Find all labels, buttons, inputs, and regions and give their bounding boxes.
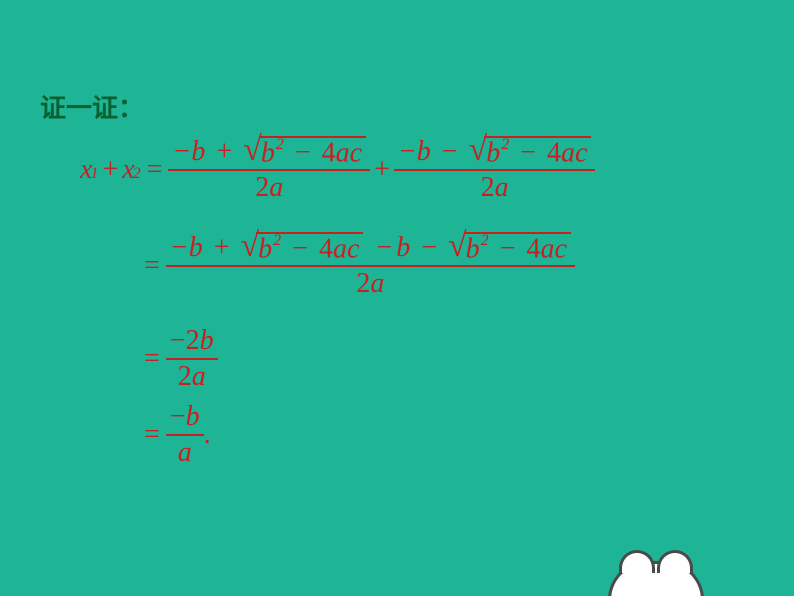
proof-header: 证一证： bbox=[40, 88, 144, 125]
radical-sign: √ bbox=[243, 136, 262, 164]
var-c: c bbox=[554, 233, 566, 264]
equals-sign: = bbox=[144, 250, 160, 282]
var-c: c bbox=[575, 137, 587, 168]
period: . bbox=[204, 419, 211, 451]
var-b: b bbox=[261, 137, 275, 168]
exponent-2: 2 bbox=[273, 232, 281, 249]
subscript-2: 2 bbox=[133, 165, 141, 183]
coef-4: 4 bbox=[547, 137, 561, 168]
var-a: a bbox=[333, 233, 347, 264]
var-b: b bbox=[417, 136, 431, 167]
var-a: a bbox=[540, 233, 554, 264]
var-a: a bbox=[178, 437, 192, 468]
var-a: a bbox=[370, 268, 384, 299]
minus-sign: − bbox=[442, 136, 458, 167]
fraction-term-1: −b + √ b2 − 4ac 2a bbox=[168, 135, 370, 205]
radical-sign: √ bbox=[241, 232, 260, 260]
var-b: b bbox=[396, 232, 410, 263]
var-a: a bbox=[561, 137, 575, 168]
radicand: b2 − 4ac bbox=[464, 232, 571, 265]
radical-sign: √ bbox=[448, 232, 467, 260]
var-b: b bbox=[200, 325, 214, 356]
plus-sign: + bbox=[216, 136, 232, 167]
radicand: b2 − 4ac bbox=[259, 136, 366, 169]
denominator: 2a bbox=[251, 171, 287, 205]
coef-2: 2 bbox=[481, 172, 495, 203]
coef-2: 2 bbox=[356, 268, 370, 299]
coef-4: 4 bbox=[322, 137, 336, 168]
neg-sign: − bbox=[172, 136, 191, 167]
fraction-term-2: −b − √ b2 − 4ac 2a bbox=[394, 135, 596, 205]
var-a: a bbox=[269, 172, 283, 203]
plus-sign: + bbox=[214, 232, 230, 263]
exponent-2: 2 bbox=[276, 136, 284, 153]
equation-line-2: = −b + √ b2 − 4ac −b − √ b2 bbox=[138, 226, 595, 306]
exponent-2: 2 bbox=[481, 232, 489, 249]
exponent-2: 2 bbox=[501, 136, 509, 153]
neg-sign: − bbox=[170, 232, 189, 263]
var-c: c bbox=[350, 137, 362, 168]
radicand: b2 − 4ac bbox=[256, 232, 363, 265]
fraction-simplified-1: −2b 2a bbox=[166, 324, 218, 393]
plus-sign: + bbox=[374, 154, 390, 186]
numerator: −b + √ b2 − 4ac bbox=[168, 135, 370, 171]
fraction-final: −b a bbox=[166, 400, 204, 469]
coef-2: 2 bbox=[178, 361, 192, 392]
var-a: a bbox=[495, 172, 509, 203]
equals-sign: = bbox=[144, 343, 160, 375]
denominator: 2a bbox=[352, 267, 388, 301]
equation-line-4: = −b a . bbox=[138, 400, 595, 470]
fraction-combined: −b + √ b2 − 4ac −b − √ b2 − bbox=[166, 231, 575, 301]
neg-two: −2 bbox=[170, 325, 200, 356]
minus-sign: − bbox=[421, 232, 437, 263]
subscript-1: 1 bbox=[90, 165, 98, 183]
sqrt-term: √ b2 − 4ac bbox=[448, 232, 571, 265]
var-b: b bbox=[189, 232, 203, 263]
neg-sign: − bbox=[170, 401, 186, 432]
denominator: a bbox=[174, 436, 196, 470]
var-b: b bbox=[486, 137, 500, 168]
var-b: b bbox=[258, 233, 272, 264]
minus-sign: − bbox=[520, 137, 536, 168]
radicand: b2 − 4ac bbox=[484, 136, 591, 169]
math-derivation: x1 + x2 = −b + √ b2 − 4ac 2a + bbox=[80, 130, 595, 470]
sqrt-term: √ b2 − 4ac bbox=[241, 232, 364, 265]
numerator: −b − √ b2 − 4ac bbox=[394, 135, 596, 171]
numerator: −2b bbox=[166, 324, 218, 360]
minus-sign: − bbox=[500, 233, 516, 264]
var-a: a bbox=[192, 361, 206, 392]
equation-line-3: = −2b 2a bbox=[138, 324, 595, 394]
neg-sign: − bbox=[398, 136, 417, 167]
equals-sign: = bbox=[147, 154, 163, 186]
minus-sign: − bbox=[295, 137, 311, 168]
var-b: b bbox=[186, 401, 200, 432]
var-b: b bbox=[191, 136, 205, 167]
denominator: 2a bbox=[477, 171, 513, 205]
radical-sign: √ bbox=[469, 136, 488, 164]
equals-sign: = bbox=[144, 419, 160, 451]
coef-2: 2 bbox=[255, 172, 269, 203]
numerator: −b bbox=[166, 400, 204, 436]
var-c: c bbox=[347, 233, 359, 264]
var-b: b bbox=[466, 233, 480, 264]
coef-4: 4 bbox=[319, 233, 333, 264]
numerator: −b + √ b2 − 4ac −b − √ b2 − bbox=[166, 231, 575, 267]
plus-sign: + bbox=[102, 154, 118, 186]
sqrt-term: √ b2 − 4ac bbox=[469, 136, 592, 169]
sqrt-term: √ b2 − 4ac bbox=[243, 136, 366, 169]
var-a: a bbox=[336, 137, 350, 168]
coef-4: 4 bbox=[526, 233, 540, 264]
cartoon-decoration bbox=[608, 561, 704, 596]
equation-line-1: x1 + x2 = −b + √ b2 − 4ac 2a + bbox=[80, 130, 595, 210]
minus-sign: − bbox=[376, 232, 392, 263]
denominator: 2a bbox=[174, 360, 210, 394]
minus-sign: − bbox=[292, 233, 308, 264]
